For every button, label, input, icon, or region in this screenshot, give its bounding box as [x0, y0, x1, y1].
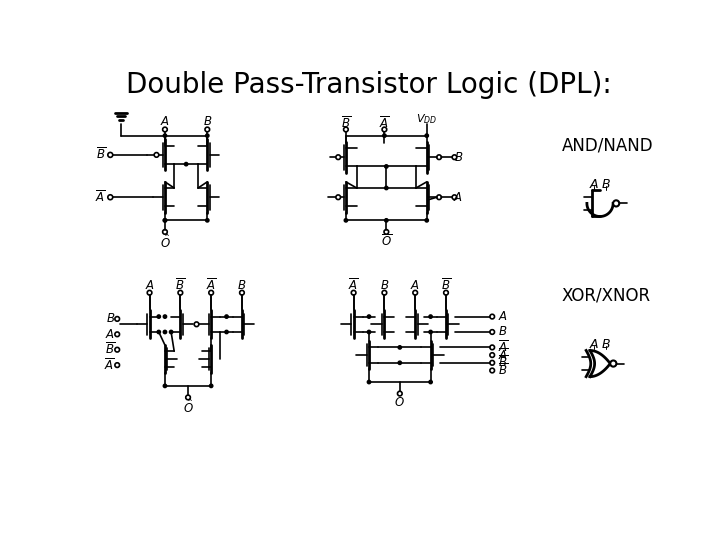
Text: $\overline{O}$: $\overline{O}$: [381, 234, 392, 249]
Circle shape: [336, 155, 341, 159]
Circle shape: [429, 380, 432, 384]
Circle shape: [367, 380, 371, 384]
Text: $B$: $B$: [498, 326, 508, 339]
Text: $\overline{A}$: $\overline{A}$: [498, 340, 509, 355]
Text: $\overline{B}$: $\overline{B}$: [105, 342, 115, 357]
Text: $\overline{A}$: $\overline{A}$: [348, 278, 359, 294]
Circle shape: [210, 384, 213, 388]
Circle shape: [206, 219, 209, 222]
Text: $\overline{B}$: $\overline{B}$: [341, 116, 351, 131]
Circle shape: [429, 315, 432, 318]
Text: $\overline{A}$: $\overline{A}$: [206, 278, 217, 294]
Text: $A$: $A$: [589, 178, 600, 191]
Circle shape: [225, 315, 228, 318]
Text: $V_{DD}$: $V_{DD}$: [416, 112, 437, 126]
Text: $\overline{A}$: $\overline{A}$: [95, 190, 106, 205]
Circle shape: [425, 219, 428, 222]
Text: $\overline{A}$: $\overline{A}$: [379, 116, 390, 131]
Circle shape: [225, 330, 228, 334]
Text: $\hat{O}$: $\hat{O}$: [160, 233, 171, 251]
Text: $A$: $A$: [410, 279, 420, 292]
Circle shape: [206, 134, 209, 137]
Circle shape: [169, 330, 173, 334]
Circle shape: [184, 163, 188, 166]
Circle shape: [425, 134, 428, 137]
Text: $\overline{B}$: $\overline{B}$: [498, 363, 508, 378]
Circle shape: [398, 346, 402, 349]
Text: $A$: $A$: [105, 328, 115, 341]
Circle shape: [163, 134, 166, 137]
Circle shape: [163, 219, 166, 222]
Text: $B$: $B$: [454, 151, 463, 164]
Circle shape: [613, 200, 619, 206]
Circle shape: [344, 219, 348, 222]
Text: $O$: $O$: [395, 396, 405, 409]
Text: $\overline{B}$: $\overline{B}$: [175, 278, 185, 294]
Text: $\overline{A}$: $\overline{A}$: [498, 347, 509, 363]
Circle shape: [336, 195, 341, 200]
Text: $\overline{B}$: $\overline{B}$: [441, 278, 451, 294]
Circle shape: [383, 134, 386, 137]
Circle shape: [367, 315, 371, 318]
Text: $\hat{O}$: $\hat{O}$: [183, 397, 194, 416]
Text: $B$: $B$: [202, 115, 212, 129]
Text: $\overline{A}$: $\overline{A}$: [104, 357, 115, 373]
Circle shape: [163, 330, 166, 334]
Text: $B$: $B$: [601, 338, 611, 351]
Circle shape: [384, 219, 388, 222]
Text: Double Pass-Transistor Logic (DPL):: Double Pass-Transistor Logic (DPL):: [126, 71, 612, 99]
Text: $A$: $A$: [454, 191, 463, 204]
Text: $\overline{B}$: $\overline{B}$: [96, 147, 106, 163]
Circle shape: [611, 361, 616, 367]
Text: $A$: $A$: [498, 310, 508, 323]
Circle shape: [157, 315, 161, 318]
Text: $A$: $A$: [589, 338, 600, 351]
Circle shape: [384, 186, 388, 190]
Circle shape: [163, 384, 166, 388]
Text: $B$: $B$: [106, 313, 115, 326]
Text: $B$: $B$: [379, 279, 389, 292]
Circle shape: [429, 330, 432, 334]
Text: $A$: $A$: [145, 279, 155, 292]
Text: $A$: $A$: [160, 115, 170, 129]
Circle shape: [163, 315, 166, 318]
Text: $\overline{B}$: $\overline{B}$: [498, 355, 508, 370]
Text: AND/NAND: AND/NAND: [562, 137, 653, 154]
Circle shape: [163, 219, 166, 222]
Circle shape: [398, 361, 402, 365]
Text: XOR/XNOR: XOR/XNOR: [562, 287, 651, 305]
Circle shape: [384, 165, 388, 168]
Text: $B$: $B$: [601, 178, 611, 191]
Text: $B$: $B$: [238, 279, 247, 292]
Circle shape: [157, 330, 161, 334]
Circle shape: [154, 153, 159, 157]
Circle shape: [367, 330, 371, 334]
